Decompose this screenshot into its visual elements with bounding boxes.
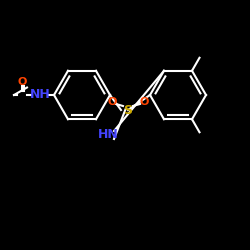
Text: O: O xyxy=(107,97,117,107)
Text: O: O xyxy=(17,77,27,87)
Text: O: O xyxy=(139,97,149,107)
Text: S: S xyxy=(124,104,132,117)
Text: NH: NH xyxy=(30,88,50,102)
Text: HN: HN xyxy=(98,128,118,141)
